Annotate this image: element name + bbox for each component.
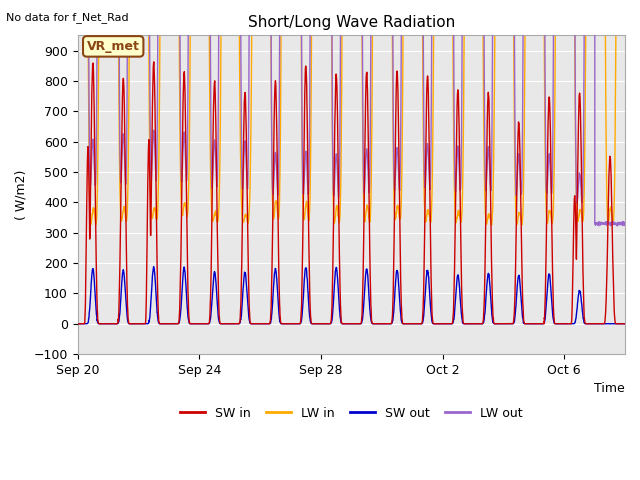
Text: VR_met: VR_met: [87, 40, 140, 53]
X-axis label: Time: Time: [595, 383, 625, 396]
Y-axis label: ( W/m2): ( W/m2): [15, 169, 28, 220]
Legend: SW in, LW in, SW out, LW out: SW in, LW in, SW out, LW out: [175, 402, 527, 425]
Title: Short/Long Wave Radiation: Short/Long Wave Radiation: [248, 15, 455, 30]
Text: No data for f_Net_Rad: No data for f_Net_Rad: [6, 12, 129, 23]
